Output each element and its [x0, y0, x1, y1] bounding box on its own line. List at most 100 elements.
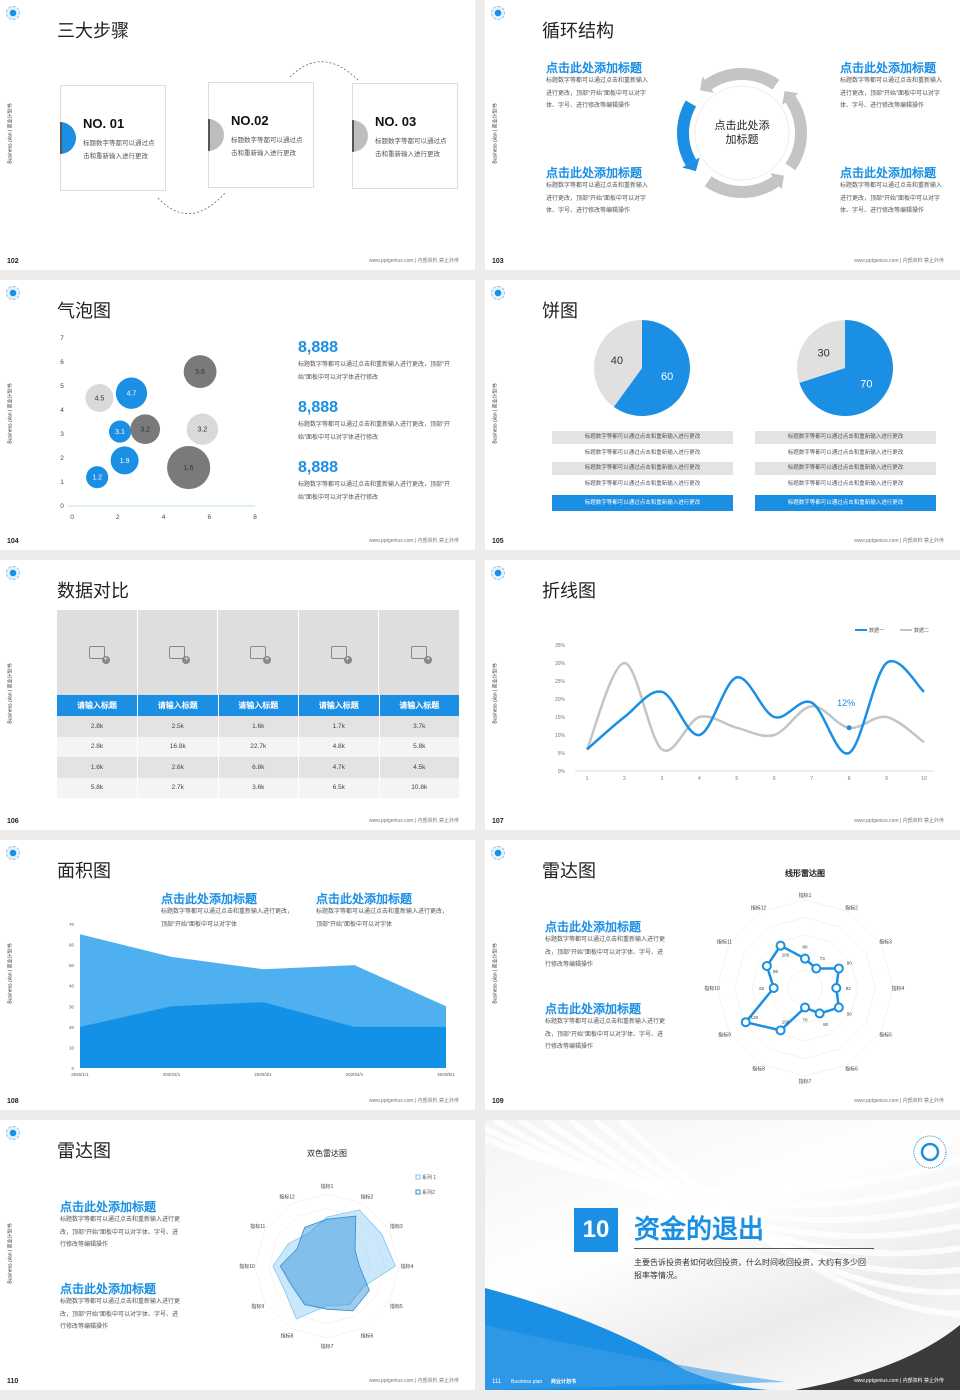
- pie-slice: [799, 320, 893, 416]
- slide-109[interactable]: Business plan | 商业计划书 109 www.pptgenius.co…: [485, 840, 960, 1110]
- y-tick-label: 0: [71, 1066, 74, 1071]
- legend-label: 系列2: [422, 1189, 435, 1196]
- table-cell: 5.8k: [57, 777, 138, 798]
- table-header-row: 请输入标题 请输入标题 请输入标题 请输入标题 请输入标题: [57, 695, 460, 716]
- pie-label: 60: [661, 371, 673, 383]
- dark-wave: [795, 1325, 960, 1390]
- arrow-right-icon-head: [770, 173, 785, 190]
- line-chart: 0% 5% 10% 15% 20% 25% 30% 35% 1 2 3 4 5 6 7 8 9 10 12% 数据一 数…: [555, 627, 934, 782]
- x-tick-label: 8: [848, 776, 851, 782]
- step-label: NO. 01: [83, 116, 125, 131]
- block-text: 标题数字等都可以通过点击和重新输入进行更改，顶部“开始”面板中可以对字体、字号、…: [60, 1217, 181, 1248]
- table-cell: 2.5k: [137, 716, 219, 737]
- x-tick-label: 5: [735, 776, 738, 782]
- image-icon: [88, 646, 110, 664]
- arrow-down-icon-head: [682, 157, 700, 172]
- radar-point: [814, 1008, 825, 1019]
- step-text: 标题数字等都可以通过点击和重新输入进行更改: [375, 138, 447, 158]
- x-tick-label: 2020/4/1: [346, 1072, 364, 1077]
- legend-swatch: [415, 1189, 421, 1195]
- image-placeholder[interactable]: [379, 610, 459, 695]
- radar-value-label: 73: [820, 956, 826, 961]
- x-tick-label: 9: [885, 776, 888, 782]
- x-tick-label: 6: [773, 776, 776, 782]
- table-row: 2.8k 16.8k 22.7k 4.8k 5.8k: [57, 736, 460, 757]
- bubble-label: 3.2: [198, 427, 208, 434]
- logo-icon: [6, 1126, 20, 1140]
- stat-value: 8,888: [298, 399, 339, 416]
- radar-axis-label: 指标1: [321, 1183, 334, 1190]
- image-placeholder[interactable]: [57, 610, 137, 695]
- arrow-right-icon: [704, 176, 780, 198]
- radar-axis-label: 指标9: [251, 1303, 264, 1310]
- bubble-chart: 0 2 4 6 8 0 1 2 3 4 5 6 7 1.2 1.9 3.1 4.7 4.5 3.2 3.2 5.6 1.6: [60, 335, 257, 521]
- radar-axis-label: 指标8: [752, 1066, 765, 1073]
- step-card[interactable]: NO. 01 标题数字等都可以通过点击和重新输入进行更改: [60, 85, 166, 191]
- radar-grid-ring: [751, 934, 859, 1042]
- section-number: 10: [574, 1208, 618, 1252]
- pie-label: 30: [818, 347, 830, 359]
- y-tick-label: 2: [60, 455, 64, 462]
- slide-107[interactable]: Business plan | 商业计划书 107 www.pptgenius.co…: [485, 560, 960, 830]
- table-cell: 1.7k: [298, 716, 380, 737]
- radar-value-label: 80: [802, 945, 808, 950]
- logo-icon: [6, 566, 20, 580]
- image-placeholder[interactable]: [298, 610, 379, 695]
- slide-108[interactable]: Business plan | 商业计划书 108 www.pptgenius.co…: [0, 840, 475, 1110]
- table-cell: 2.8k: [57, 736, 138, 757]
- table-cell: 10.8k: [379, 777, 460, 798]
- radar-value-label: 82: [759, 986, 765, 991]
- footer-text: www.pptgenius.com | 内部资料 禁止外传: [854, 538, 944, 544]
- radar-point: [775, 940, 786, 951]
- pie-charts: 60 40 70 30: [594, 320, 893, 416]
- vertical-label: Business plan | 商业计划书: [7, 663, 14, 724]
- table-cell: 3.7k: [379, 716, 460, 737]
- slide-102[interactable]: Business plan | 商业计划书 102 www.pptgenius.co…: [0, 0, 475, 270]
- x-tick-label: 4: [698, 776, 701, 782]
- slide-110[interactable]: Business plan | 商业计划书 110 www.pptgenius.co…: [0, 1120, 475, 1390]
- radar-axis-label: 指标12: [279, 1194, 295, 1201]
- x-tick-label: 10: [921, 776, 927, 782]
- block-heading: 点击此处添加标题: [545, 920, 642, 934]
- radar-axis-label: 指标4: [401, 1263, 414, 1270]
- step-text: 标题数字等都可以通过点击和重新输入进行更改: [231, 137, 303, 157]
- bubble-label: 1.2: [92, 475, 102, 482]
- image-placeholder[interactable]: [137, 610, 218, 695]
- list-row: 标题数字等都可以通过点击和重新输入进行更改: [552, 431, 733, 444]
- slide-104[interactable]: Business plan | 商业计划书 104 www.pptgenius.co…: [0, 280, 475, 550]
- table-cell: 3.6k: [218, 777, 299, 798]
- radar-grid-ring: [254, 1193, 400, 1339]
- slide-111[interactable]: 10 资金的退出 主要告诉投资者如何收回投资，什么时间收回投资，大约有多少回报率等情…: [485, 1120, 960, 1390]
- step-semicircle-icon: [60, 122, 76, 154]
- center-circle: [694, 85, 790, 181]
- y-tick-label: 40: [69, 984, 75, 989]
- list-row: 标题数字等都可以通过点击和重新输入进行更改: [552, 495, 733, 511]
- bubble-label: 5.6: [195, 369, 205, 376]
- slide-103[interactable]: Business plan | 商业计划书 103 www.pptgenius.co…: [485, 0, 960, 270]
- block-heading: 点击此处添加标题: [60, 1200, 157, 1214]
- slide-title: 气泡图: [57, 301, 111, 321]
- step-card[interactable]: NO. 03 标题数字等都可以通过点击和重新输入进行更改: [352, 83, 458, 189]
- x-tick-label: 6: [207, 514, 211, 521]
- y-tick-label: 20%: [555, 697, 566, 703]
- radar-axis-label: 指标3: [879, 939, 892, 946]
- slide-title: 饼图: [542, 301, 578, 321]
- step-card[interactable]: NO.02 标题数字等都可以通过点击和重新输入进行更改: [208, 82, 314, 188]
- list-row: 标题数字等都可以通过点击和重新输入进行更改: [552, 477, 733, 491]
- slide-106[interactable]: Business plan | 商业计划书 106 www.pptgenius.co…: [0, 560, 475, 830]
- radar-point: [740, 1017, 751, 1028]
- table-cell: 16.8k: [137, 736, 219, 757]
- radar-title: 线形雷达图: [785, 868, 825, 878]
- y-tick-label: 0%: [558, 769, 566, 775]
- radar-grid-ring: [297, 1236, 357, 1296]
- radar-axis-label: 指标9: [718, 1032, 731, 1039]
- slide-105[interactable]: Business plan | 商业计划书 105 www.pptgenius.co…: [485, 280, 960, 550]
- table-row: 2.8k 2.5k 1.6k 1.7k 3.7k: [57, 716, 460, 737]
- bubble: [108, 420, 132, 443]
- pie-label: 40: [611, 355, 623, 367]
- legend-label: 数据二: [914, 627, 929, 634]
- image-placeholder[interactable]: [218, 610, 298, 695]
- bubble: [130, 414, 161, 445]
- page-number: 105: [492, 538, 504, 545]
- radar-grid-ring: [787, 970, 823, 1006]
